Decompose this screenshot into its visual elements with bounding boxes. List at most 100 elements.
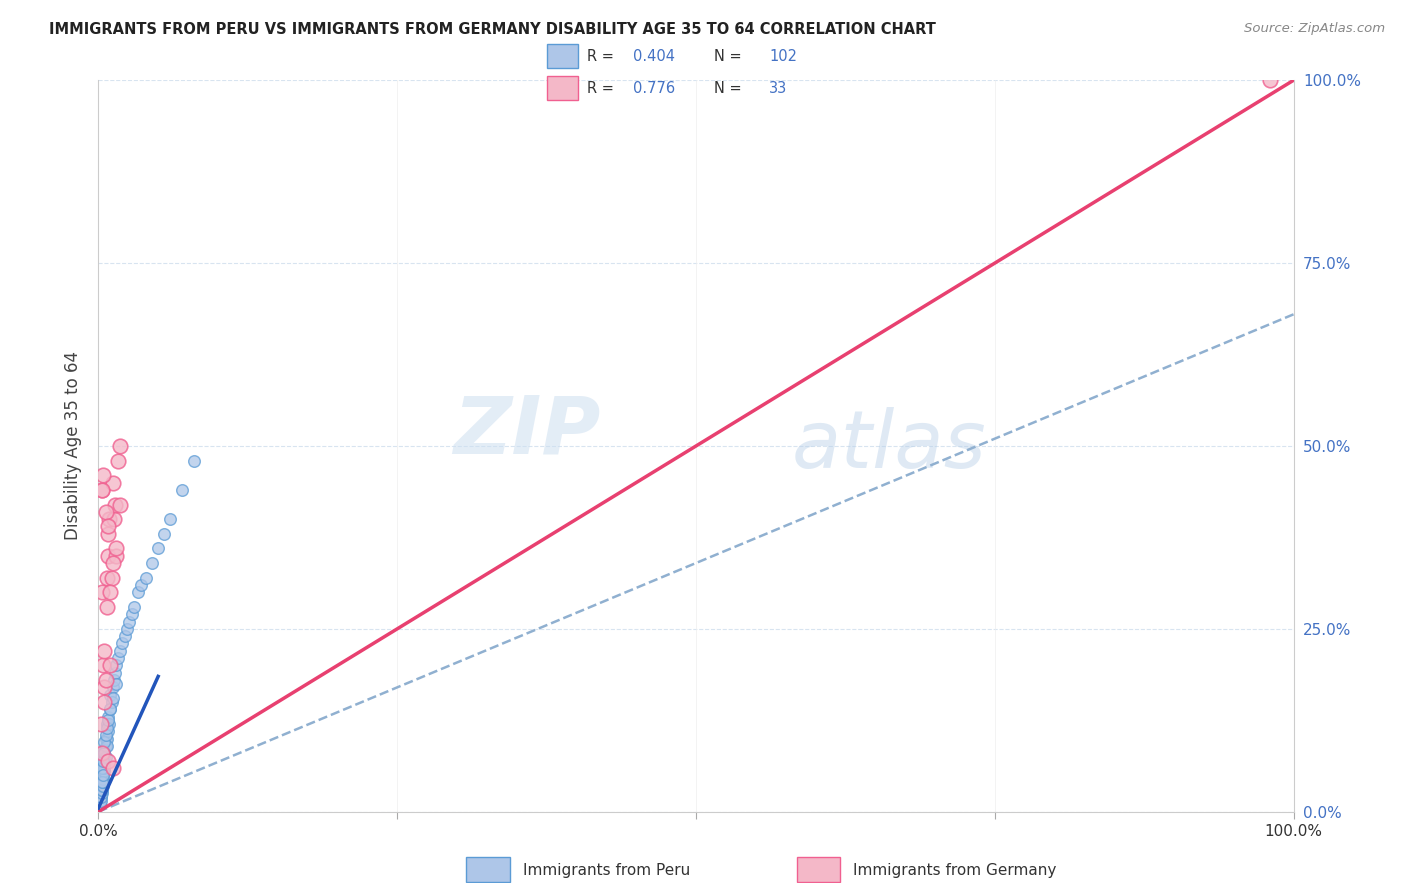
Point — [127, 585, 149, 599]
Point — [118, 615, 141, 629]
Point — [96, 571, 118, 585]
Point — [96, 717, 118, 731]
Point — [90, 782, 112, 797]
Point — [91, 768, 114, 782]
Point — [97, 549, 120, 563]
Point — [93, 735, 115, 749]
Point — [91, 764, 114, 779]
Point — [91, 754, 114, 768]
Point — [98, 512, 121, 526]
Point — [97, 709, 120, 723]
Point — [91, 782, 114, 797]
Point — [91, 772, 114, 786]
Point — [93, 742, 115, 756]
Point — [89, 794, 111, 808]
Point — [91, 772, 114, 786]
Point — [94, 505, 117, 519]
Point — [97, 754, 120, 768]
Y-axis label: Disability Age 35 to 64: Disability Age 35 to 64 — [65, 351, 83, 541]
Point — [108, 644, 131, 658]
Point — [94, 749, 117, 764]
Point — [91, 775, 114, 789]
Point — [121, 607, 143, 622]
Point — [153, 526, 176, 541]
Point — [91, 779, 114, 793]
Text: atlas: atlas — [792, 407, 987, 485]
Text: Immigrants from Peru: Immigrants from Peru — [523, 863, 690, 878]
Text: 0.404: 0.404 — [633, 49, 675, 63]
Point — [183, 453, 205, 467]
Point — [91, 764, 114, 779]
Point — [89, 779, 111, 793]
Text: Source: ZipAtlas.com: Source: ZipAtlas.com — [1244, 22, 1385, 36]
Point — [89, 790, 111, 805]
Point — [93, 754, 115, 768]
Point — [98, 658, 122, 673]
Point — [101, 475, 124, 490]
Point — [101, 691, 124, 706]
Point — [90, 790, 112, 805]
Point — [91, 468, 114, 483]
Point — [90, 775, 112, 789]
Point — [89, 782, 111, 797]
Text: N =: N = — [714, 49, 747, 63]
Point — [94, 728, 117, 742]
Point — [98, 717, 121, 731]
Point — [89, 790, 111, 805]
Point — [100, 571, 122, 585]
Point — [101, 681, 124, 695]
FancyBboxPatch shape — [547, 77, 578, 100]
Point — [131, 578, 153, 592]
Point — [91, 761, 114, 775]
Point — [1258, 73, 1281, 87]
Point — [91, 779, 114, 793]
Point — [97, 526, 120, 541]
Point — [107, 651, 129, 665]
Point — [93, 746, 115, 760]
Text: R =: R = — [586, 81, 619, 95]
Point — [148, 541, 170, 556]
Point — [94, 731, 117, 746]
Text: 102: 102 — [769, 49, 797, 63]
Point — [89, 790, 111, 805]
Point — [114, 629, 136, 643]
Point — [89, 794, 111, 808]
Point — [90, 779, 112, 793]
Point — [98, 702, 122, 716]
Point — [103, 512, 125, 526]
Point — [103, 673, 125, 687]
Point — [91, 483, 114, 497]
Point — [105, 549, 128, 563]
Point — [91, 775, 114, 789]
Text: Immigrants from Germany: Immigrants from Germany — [853, 863, 1057, 878]
Point — [91, 782, 114, 797]
Point — [135, 571, 157, 585]
Point — [101, 556, 124, 570]
Point — [90, 717, 112, 731]
Point — [91, 768, 114, 782]
Point — [96, 739, 118, 753]
Point — [97, 714, 120, 728]
Point — [89, 790, 111, 805]
Point — [91, 775, 114, 789]
Point — [89, 779, 111, 793]
Text: ZIP: ZIP — [453, 392, 600, 470]
FancyBboxPatch shape — [797, 856, 841, 881]
Point — [89, 787, 111, 801]
Point — [111, 636, 134, 650]
Point — [98, 688, 122, 702]
Point — [91, 768, 114, 782]
Point — [91, 775, 114, 789]
Point — [89, 797, 111, 812]
Point — [89, 787, 111, 801]
Text: R =: R = — [586, 49, 619, 63]
Point — [107, 453, 129, 467]
Point — [105, 658, 128, 673]
Point — [89, 794, 111, 808]
Point — [96, 721, 118, 735]
Point — [89, 782, 111, 797]
Point — [89, 794, 111, 808]
Point — [91, 754, 114, 768]
Point — [91, 787, 114, 801]
Point — [115, 622, 138, 636]
